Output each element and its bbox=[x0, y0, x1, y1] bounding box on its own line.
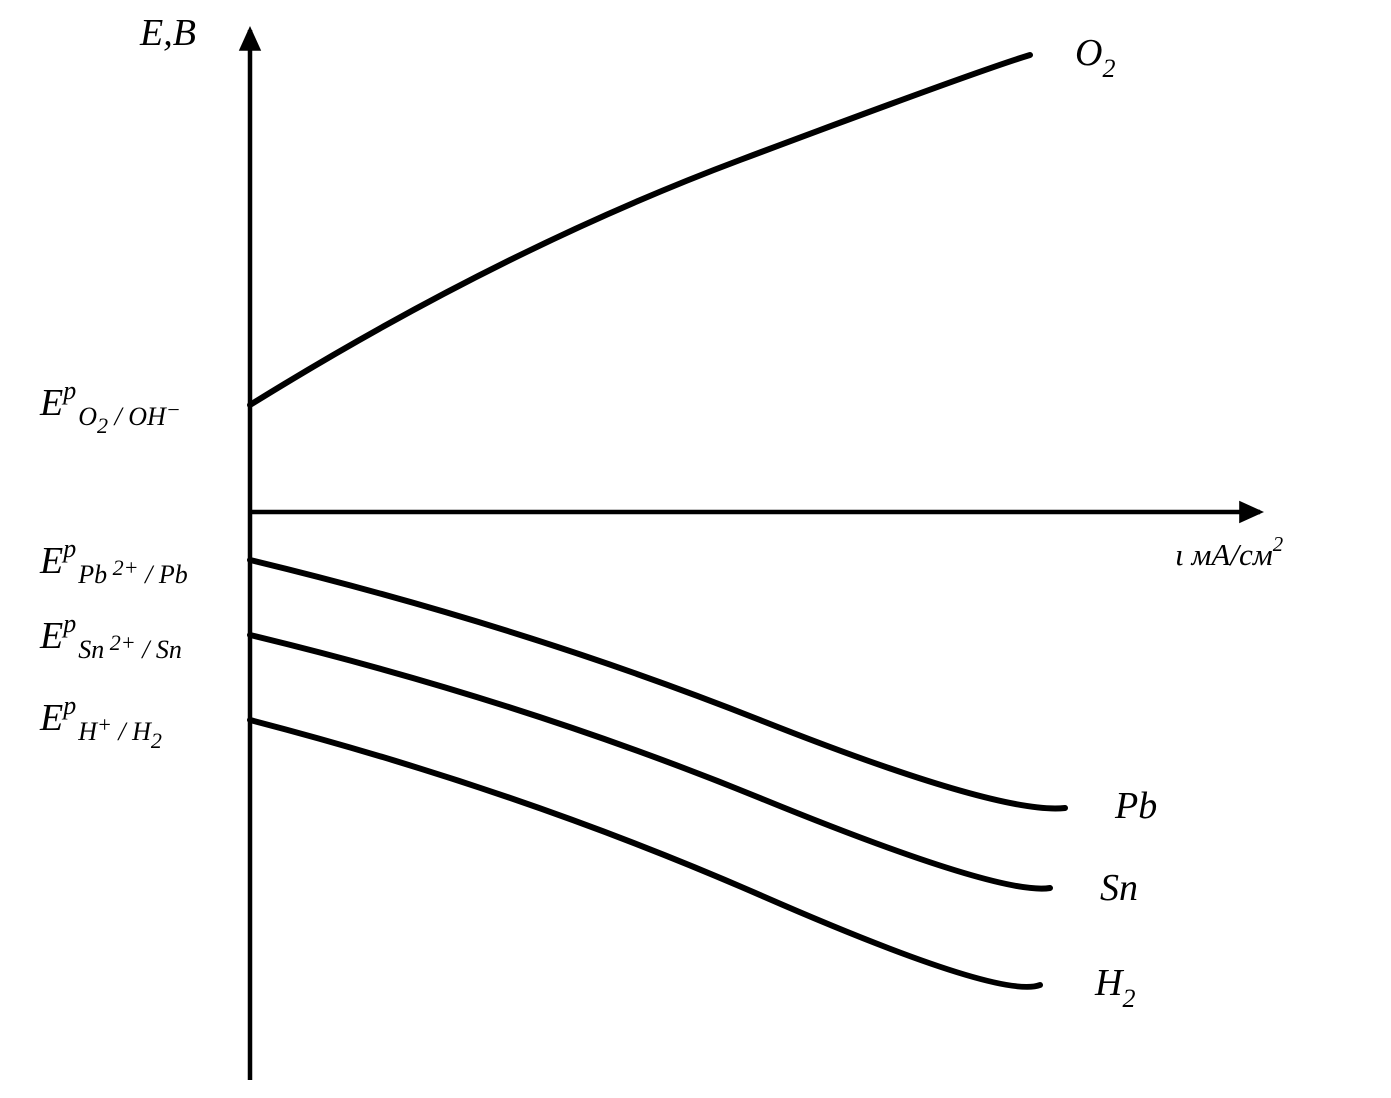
y-tick-ESnSn: EpSn 2+ / Sn bbox=[39, 609, 182, 664]
curve-O2 bbox=[250, 55, 1030, 405]
y-tick-EHH2: EpH+ / H2 bbox=[39, 691, 162, 753]
curve-H2 bbox=[250, 720, 1040, 987]
curve-label-Pb: Pb bbox=[1114, 785, 1157, 827]
curve-label-H2: H2 bbox=[1094, 962, 1135, 1013]
y-tick-EO2OH: EpO2 / OH− bbox=[39, 376, 181, 438]
y-axis-label: E,В bbox=[139, 12, 196, 54]
y-tick-EPbPb: EpPb 2+ / Pb bbox=[39, 534, 188, 589]
curve-Pb bbox=[250, 560, 1065, 808]
x-axis-arrow bbox=[1239, 501, 1264, 523]
y-axis-arrow bbox=[239, 26, 261, 51]
curve-label-Sn: Sn bbox=[1100, 867, 1138, 909]
x-axis-label: ι мА/см2 bbox=[1175, 533, 1283, 572]
curve-label-O2: O2 bbox=[1075, 32, 1115, 83]
polarization-chart: E,В ι мА/см2 EpO2 / OH− EpPb 2+ / Pb EpSn 2+… bbox=[0, 0, 1391, 1098]
